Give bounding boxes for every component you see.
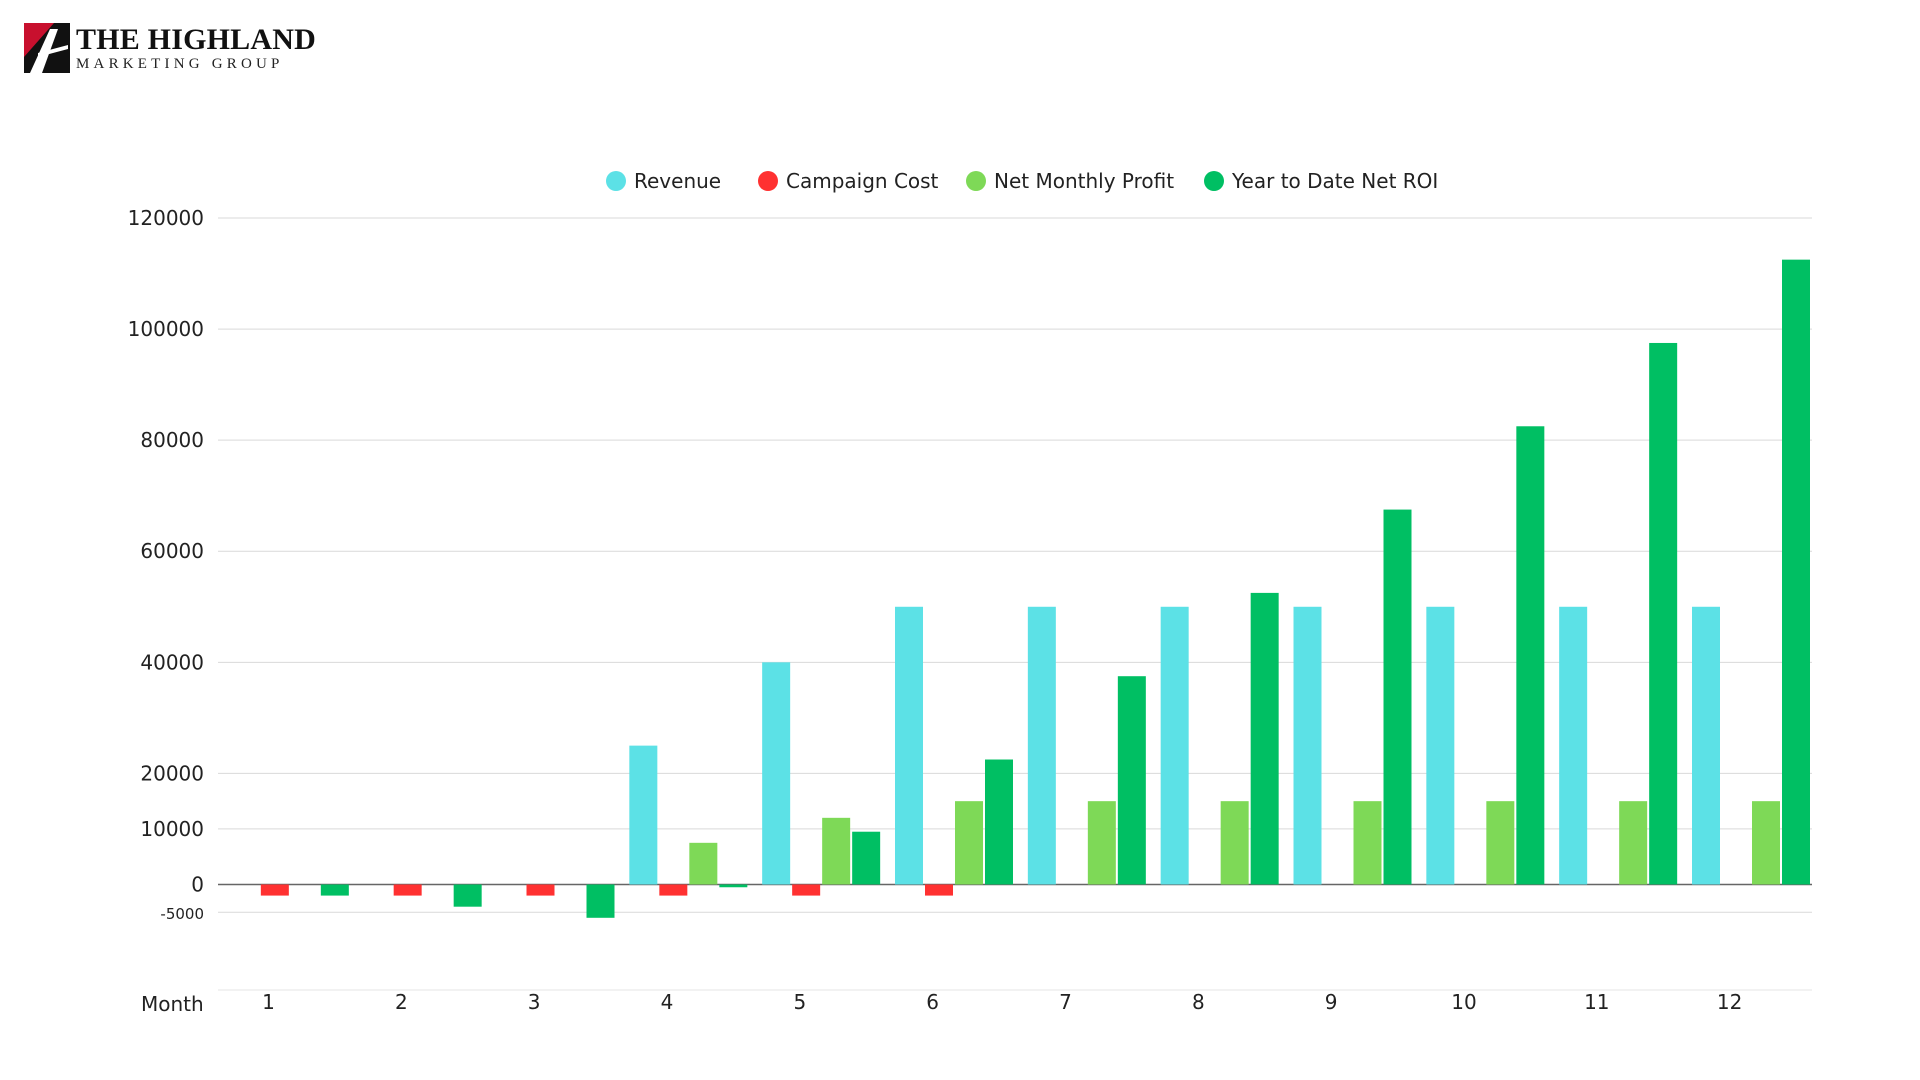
bar-year-to-date-net-roi	[1649, 342, 1678, 885]
bar-year-to-date-net-roi	[453, 884, 482, 907]
bar-revenue	[1160, 606, 1189, 885]
x-tick-label: 9	[1325, 990, 1338, 1014]
bar-year-to-date-net-roi	[985, 759, 1013, 885]
x-tick-label: 5	[793, 990, 806, 1014]
y-tick-label: 60000	[140, 539, 204, 563]
y-tick-label: 120000	[128, 206, 204, 230]
bar-revenue	[895, 606, 923, 885]
company-logo: THE HIGHLAND MARKETING GROUP	[24, 20, 316, 76]
bar-year-to-date-net-roi	[1250, 592, 1279, 885]
legend-swatch-icon	[966, 171, 986, 191]
bar-net-monthly-profit	[1087, 801, 1116, 885]
bar-net-monthly-profit	[822, 817, 851, 885]
y-tick-label: -5000	[160, 905, 204, 923]
x-tick-label: 6	[926, 990, 939, 1014]
x-tick-label: 7	[1059, 990, 1072, 1014]
bar-year-to-date-net-roi	[1782, 259, 1810, 885]
y-tick-label: 10000	[140, 817, 204, 841]
bar-campaign-cost	[393, 884, 422, 896]
bar-revenue	[1426, 606, 1455, 885]
bar-revenue	[1559, 606, 1588, 885]
legend-label: Net Monthly Profit	[994, 169, 1174, 193]
bar-year-to-date-net-roi	[852, 831, 881, 885]
x-tick-label: 1	[262, 990, 275, 1014]
bar-revenue	[762, 662, 791, 885]
bar-net-monthly-profit	[1486, 801, 1515, 885]
x-tick-label: 2	[395, 990, 408, 1014]
logo-subtitle: MARKETING GROUP	[76, 55, 284, 72]
bar-revenue	[1027, 606, 1056, 885]
bar-year-to-date-net-roi	[1383, 509, 1412, 885]
x-axis-label: Month	[141, 992, 204, 1016]
y-tick-label: 20000	[140, 761, 204, 785]
bar-revenue	[1293, 606, 1322, 885]
x-tick-label: 3	[528, 990, 541, 1014]
x-tick-label: 12	[1717, 990, 1742, 1014]
x-tick-label: 11	[1584, 990, 1609, 1014]
y-tick-label: 0	[191, 872, 204, 896]
bar-net-monthly-profit	[1752, 801, 1780, 885]
bar-net-monthly-profit	[1619, 801, 1648, 885]
bar-campaign-cost	[925, 884, 953, 896]
legend-label: Revenue	[634, 169, 721, 193]
legend-label: Year to Date Net ROI	[1231, 169, 1438, 193]
y-tick-label: 80000	[140, 428, 204, 452]
y-tick-label: 100000	[128, 317, 204, 341]
logo-mark-icon	[24, 23, 70, 73]
bar-revenue	[629, 745, 658, 885]
bar-net-monthly-profit	[955, 801, 983, 885]
bar-year-to-date-net-roi	[586, 884, 615, 918]
bar-campaign-cost	[659, 884, 688, 896]
bar-year-to-date-net-roi	[320, 884, 349, 896]
bar-campaign-cost	[526, 884, 555, 896]
legend-swatch-icon	[1204, 171, 1224, 191]
legend-swatch-icon	[606, 171, 626, 191]
bar-revenue	[1692, 606, 1720, 885]
x-tick-label: 10	[1451, 990, 1476, 1014]
x-tick-label: 8	[1192, 990, 1205, 1014]
y-tick-label: 40000	[140, 650, 204, 674]
x-tick-label: 4	[661, 990, 674, 1014]
bar-year-to-date-net-roi	[1117, 676, 1146, 885]
bar-net-monthly-profit	[689, 842, 718, 885]
logo-title: THE HIGHLAND	[76, 22, 316, 56]
legend-label: Campaign Cost	[786, 169, 939, 193]
bar-net-monthly-profit	[1353, 801, 1382, 885]
bar-net-monthly-profit	[1220, 801, 1249, 885]
bar-year-to-date-net-roi	[719, 884, 748, 888]
legend-swatch-icon	[758, 171, 778, 191]
bar-campaign-cost	[260, 884, 289, 896]
bar-campaign-cost	[792, 884, 821, 896]
bar-year-to-date-net-roi	[1516, 426, 1545, 885]
